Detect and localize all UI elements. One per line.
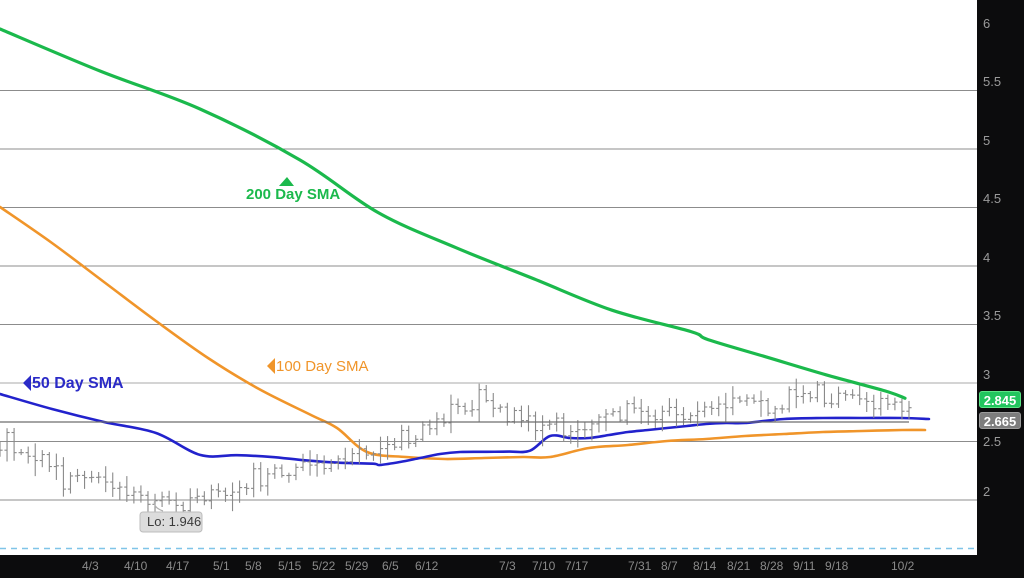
svg-text:100 Day SMA: 100 Day SMA: [276, 358, 369, 375]
svg-text:50 Day SMA: 50 Day SMA: [32, 375, 124, 392]
svg-text:200 Day SMA: 200 Day SMA: [246, 186, 340, 203]
